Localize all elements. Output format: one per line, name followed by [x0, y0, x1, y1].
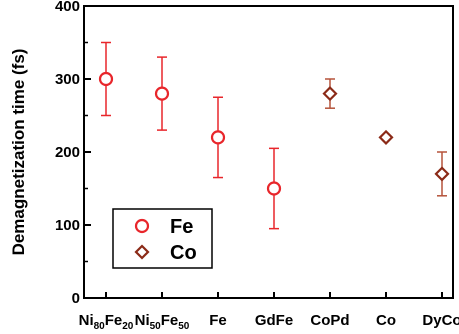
- y-axis-label: Demagnetization time (fs): [9, 49, 28, 256]
- legend-fe-marker: [134, 218, 150, 234]
- x-ticks: Ni80Fe20 Ni50Fe50 Fe GdFe CoPd Co DyCo: [79, 292, 459, 332]
- error-bars: [101, 41, 447, 230]
- x-tick-label-part: CoPd: [310, 312, 349, 329]
- legend-entry-label: Co: [170, 242, 197, 264]
- fe-data-point: [154, 86, 170, 101]
- x-tick-label: CoPd: [310, 312, 349, 329]
- x-tick-label-subscript: 20: [122, 321, 134, 332]
- x-tick-label: Co: [376, 312, 396, 329]
- y-tick-label: 100: [55, 217, 80, 234]
- data-markers: [98, 71, 450, 196]
- y-tick-label: 200: [55, 144, 80, 161]
- co-data-point: [322, 86, 338, 102]
- y-tick-label: 300: [55, 71, 80, 88]
- y-tick-label: 400: [55, 0, 80, 15]
- co-data-point: [434, 166, 450, 182]
- x-tick-label-part: Fe: [209, 312, 227, 329]
- x-tick-label-part: GdFe: [255, 312, 293, 329]
- legend: Fe Co: [112, 208, 213, 269]
- x-tick-label-part: Ni: [135, 312, 150, 329]
- fe-data-point: [266, 181, 282, 196]
- co-data-point: [378, 129, 394, 145]
- x-tick-label-subscript: 50: [150, 321, 162, 332]
- x-tick-label-subscript: 80: [94, 321, 106, 332]
- x-tick-label-subscript: 50: [178, 321, 190, 332]
- legend-co-marker: [134, 244, 150, 260]
- x-tick-label-part: Ni: [79, 312, 94, 329]
- x-tick-label: GdFe: [255, 312, 293, 329]
- fe-data-point: [98, 71, 114, 87]
- fe-data-point: [210, 130, 226, 145]
- x-tick-label: Fe: [209, 312, 227, 329]
- x-tick-label: Ni50Fe50: [135, 312, 190, 332]
- legend-entry-label: Fe: [170, 216, 193, 238]
- y-ticks: 0 100 200 300 400: [55, 0, 91, 307]
- x-tick-label-part: Fe: [105, 312, 123, 329]
- x-tick-label: DyCo: [422, 312, 459, 329]
- x-tick-label: Ni80Fe20: [79, 312, 134, 332]
- legend-box: [112, 208, 213, 269]
- x-tick-label-part: Co: [376, 312, 396, 329]
- x-tick-label-part: Fe: [161, 312, 179, 329]
- x-tick-label-part: DyCo: [422, 312, 459, 329]
- y-tick-label: 0: [72, 290, 80, 307]
